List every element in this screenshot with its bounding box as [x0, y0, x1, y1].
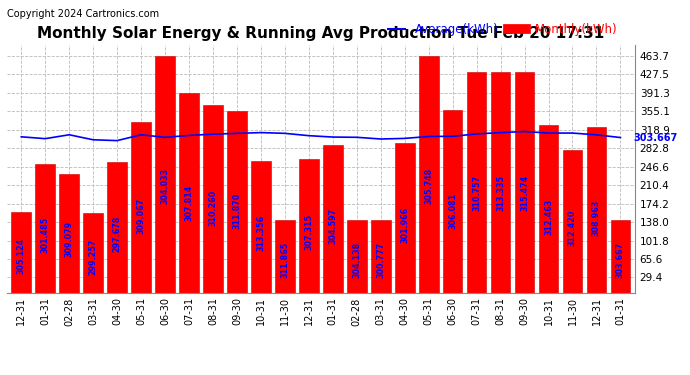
Bar	[275, 220, 295, 292]
Bar	[203, 105, 223, 292]
Bar	[586, 127, 607, 292]
Text: 307.315: 307.315	[304, 214, 313, 250]
Text: 303.667: 303.667	[633, 132, 678, 142]
Bar	[227, 111, 247, 292]
Bar	[395, 143, 415, 292]
Text: 315.474: 315.474	[520, 175, 529, 211]
Bar	[155, 56, 175, 292]
Legend: Average(kWh), Monthly(kWh): Average(kWh), Monthly(kWh)	[383, 19, 622, 41]
Bar	[515, 72, 534, 292]
Bar	[562, 150, 582, 292]
Bar	[491, 72, 511, 292]
Bar	[539, 125, 558, 292]
Bar	[299, 159, 319, 292]
Bar	[12, 212, 31, 292]
Bar	[371, 219, 391, 292]
Bar	[611, 220, 630, 292]
Bar	[35, 164, 55, 292]
Text: 313.335: 313.335	[496, 175, 505, 211]
Text: 308.963: 308.963	[592, 200, 601, 236]
Bar	[443, 110, 462, 292]
Bar	[59, 174, 79, 292]
Bar	[323, 144, 343, 292]
Text: 310.260: 310.260	[208, 190, 217, 226]
Text: 312.463: 312.463	[544, 199, 553, 235]
Text: Copyright 2024 Cartronics.com: Copyright 2024 Cartronics.com	[7, 9, 159, 20]
Text: 304.033: 304.033	[161, 168, 170, 204]
Title: Monthly Solar Energy & Running Avg Production Tue Feb 20 17:31: Monthly Solar Energy & Running Avg Produ…	[37, 26, 604, 41]
Text: 306.081: 306.081	[448, 192, 457, 229]
Text: 305.124: 305.124	[17, 238, 26, 274]
Bar	[251, 161, 270, 292]
Bar	[108, 162, 127, 292]
Text: 304.597: 304.597	[328, 208, 337, 244]
Text: 299.257: 299.257	[89, 238, 98, 275]
Text: 304.138: 304.138	[353, 242, 362, 278]
Text: 311.865: 311.865	[280, 242, 289, 278]
Text: 300.777: 300.777	[376, 242, 385, 278]
Bar	[179, 93, 199, 292]
Text: 310.757: 310.757	[472, 175, 481, 211]
Bar	[347, 219, 366, 292]
Text: 301.966: 301.966	[400, 207, 409, 243]
Text: 305.748: 305.748	[424, 168, 433, 204]
Text: 309.067: 309.067	[137, 198, 146, 234]
Text: 309.079: 309.079	[65, 221, 74, 257]
Text: 301.485: 301.485	[41, 216, 50, 253]
Bar	[419, 56, 439, 292]
Text: 303.667: 303.667	[616, 242, 625, 278]
Text: 313.356: 313.356	[257, 215, 266, 251]
Text: 297.678: 297.678	[112, 216, 121, 252]
Text: 307.814: 307.814	[184, 185, 193, 221]
Text: 311.870: 311.870	[233, 193, 241, 229]
Bar	[467, 72, 486, 292]
Bar	[131, 122, 151, 292]
Text: 312.420: 312.420	[568, 210, 577, 246]
Bar	[83, 213, 103, 292]
